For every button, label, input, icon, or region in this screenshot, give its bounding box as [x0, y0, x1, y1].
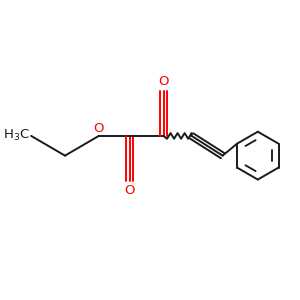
Text: O: O	[94, 122, 104, 134]
Text: H$_3$C: H$_3$C	[3, 128, 30, 143]
Text: O: O	[158, 74, 169, 88]
Text: O: O	[124, 184, 135, 197]
